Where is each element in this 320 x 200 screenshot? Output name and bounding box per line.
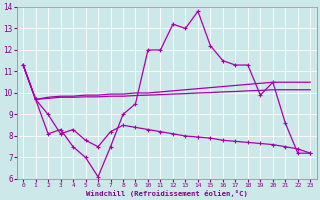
X-axis label: Windchill (Refroidissement éolien,°C): Windchill (Refroidissement éolien,°C) — [86, 190, 248, 197]
